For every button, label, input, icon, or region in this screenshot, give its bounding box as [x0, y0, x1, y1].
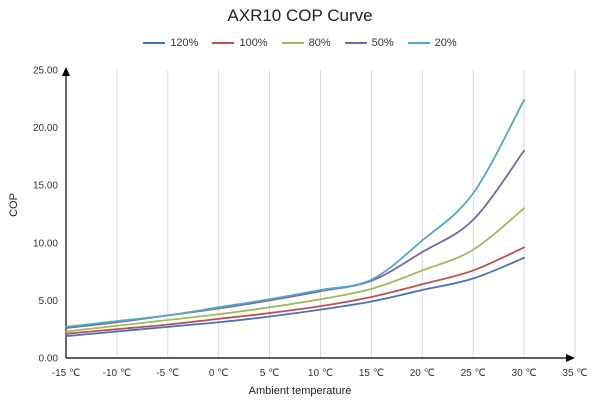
series-line-20pct	[65, 99, 525, 328]
legend-label: 20%	[434, 37, 457, 49]
y-tick-label: 25.00	[33, 66, 58, 77]
legend-label: 120%	[170, 37, 199, 49]
legend-item: 20%	[407, 37, 457, 49]
legend-item: 100%	[212, 37, 268, 49]
x-axis-arrow	[566, 354, 575, 362]
y-tick-label: 20.00	[33, 123, 58, 134]
x-tick-label: 20 ℃	[410, 368, 435, 379]
y-tick-label: 15.00	[33, 181, 58, 192]
x-tick-label: -5 ℃	[156, 368, 179, 379]
series-line-50pct	[65, 149, 525, 329]
x-tick-label: -10 ℃	[103, 368, 131, 379]
series-line-80pct	[65, 207, 525, 333]
x-tick-label: 10 ℃	[308, 368, 333, 379]
series-line-120pct	[65, 256, 525, 338]
x-tick-label: 30 ℃	[512, 368, 537, 379]
legend-label: 50%	[371, 37, 394, 49]
legend-swatch	[212, 42, 235, 44]
legend-swatch	[344, 42, 367, 44]
legend-swatch	[281, 42, 304, 44]
y-axis-title: COP	[8, 193, 20, 217]
legend-item: 120%	[143, 37, 198, 49]
legend-swatch	[143, 42, 166, 44]
series-line-100pct	[65, 246, 525, 335]
y-tick-label: 10.00	[33, 238, 58, 249]
legend-label: 80%	[308, 37, 331, 49]
x-tick-label: 25 ℃	[461, 368, 486, 379]
legend: 120% 100% 80% 50% 20%	[0, 37, 600, 49]
x-tick-label: 35 ℃	[562, 368, 587, 379]
y-tick-label: 0.00	[39, 354, 59, 365]
x-tick-label: 5 ℃	[260, 368, 280, 379]
y-tick-label: 5.00	[39, 296, 59, 307]
legend-item: 80%	[281, 37, 331, 49]
y-axis-arrow	[62, 67, 70, 76]
x-axis-title: Ambient temperature	[248, 385, 352, 397]
x-tick-label: 15 ℃	[359, 368, 384, 379]
legend-label: 100%	[239, 37, 268, 49]
chart-title: AXR10 COP Curve	[227, 6, 373, 25]
legend-item: 50%	[344, 37, 394, 49]
legend-swatch	[407, 42, 430, 44]
x-tick-label: 0 ℃	[209, 368, 229, 379]
x-tick-label: -15 ℃	[52, 368, 80, 379]
